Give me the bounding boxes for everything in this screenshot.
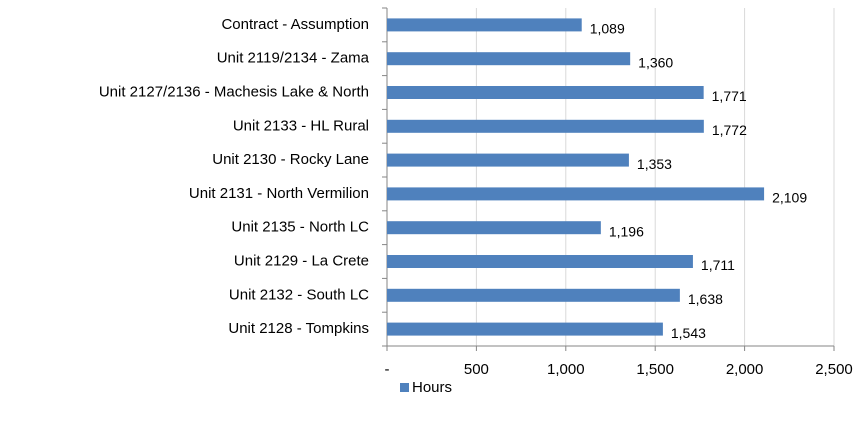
x-tick-label: -: [385, 361, 390, 378]
x-tick-label: 2,000: [726, 361, 764, 378]
value-label: 1,771: [712, 88, 747, 104]
y-tick-label: Unit 2133 - HL Rural: [233, 117, 369, 134]
bar: [387, 86, 704, 99]
value-label: 1,196: [609, 223, 644, 239]
bar: [387, 119, 704, 133]
x-tick-label: 1,500: [636, 361, 674, 378]
bar: [387, 221, 601, 235]
bar: [387, 187, 765, 201]
legend-label: Hours: [412, 379, 452, 396]
value-label: 1,711: [701, 257, 735, 273]
y-tick-label: Unit 2135 - North LC: [231, 219, 369, 236]
x-tick-label: 1,000: [547, 361, 585, 378]
value-label: 1,543: [671, 325, 706, 341]
value-label: 1,089: [590, 21, 625, 37]
y-tick-label: Unit 2127/2136 - Machesis Lake & North: [99, 83, 369, 100]
bar: [387, 18, 582, 32]
bar: [387, 255, 693, 268]
y-tick-label: Unit 2119/2134 - Zama: [217, 50, 370, 67]
value-label: 1,772: [712, 122, 747, 138]
bar: [387, 153, 629, 167]
y-tick-label: Unit 2132 - South LC: [229, 286, 369, 303]
value-label: 1,360: [638, 54, 673, 70]
x-tick-label: 500: [464, 361, 489, 378]
bar: [387, 52, 631, 66]
y-tick-label: Unit 2131 - North Vermilion: [189, 185, 369, 202]
y-tick-label: Unit 2129 - La Crete: [234, 252, 369, 269]
y-tick-label: Unit 2128 - Tompkins: [228, 320, 369, 337]
y-tick-label: Contract - Assumption: [221, 16, 369, 33]
value-label: 2,109: [772, 190, 807, 206]
x-tick-label: 2,500: [815, 361, 853, 378]
y-tick-label: Unit 2130 - Rocky Lane: [212, 151, 369, 168]
legend-swatch: [400, 383, 409, 392]
bar: [387, 288, 680, 302]
value-label: 1,353: [637, 156, 672, 172]
bar: [387, 322, 663, 336]
value-label: 1,638: [688, 291, 723, 307]
